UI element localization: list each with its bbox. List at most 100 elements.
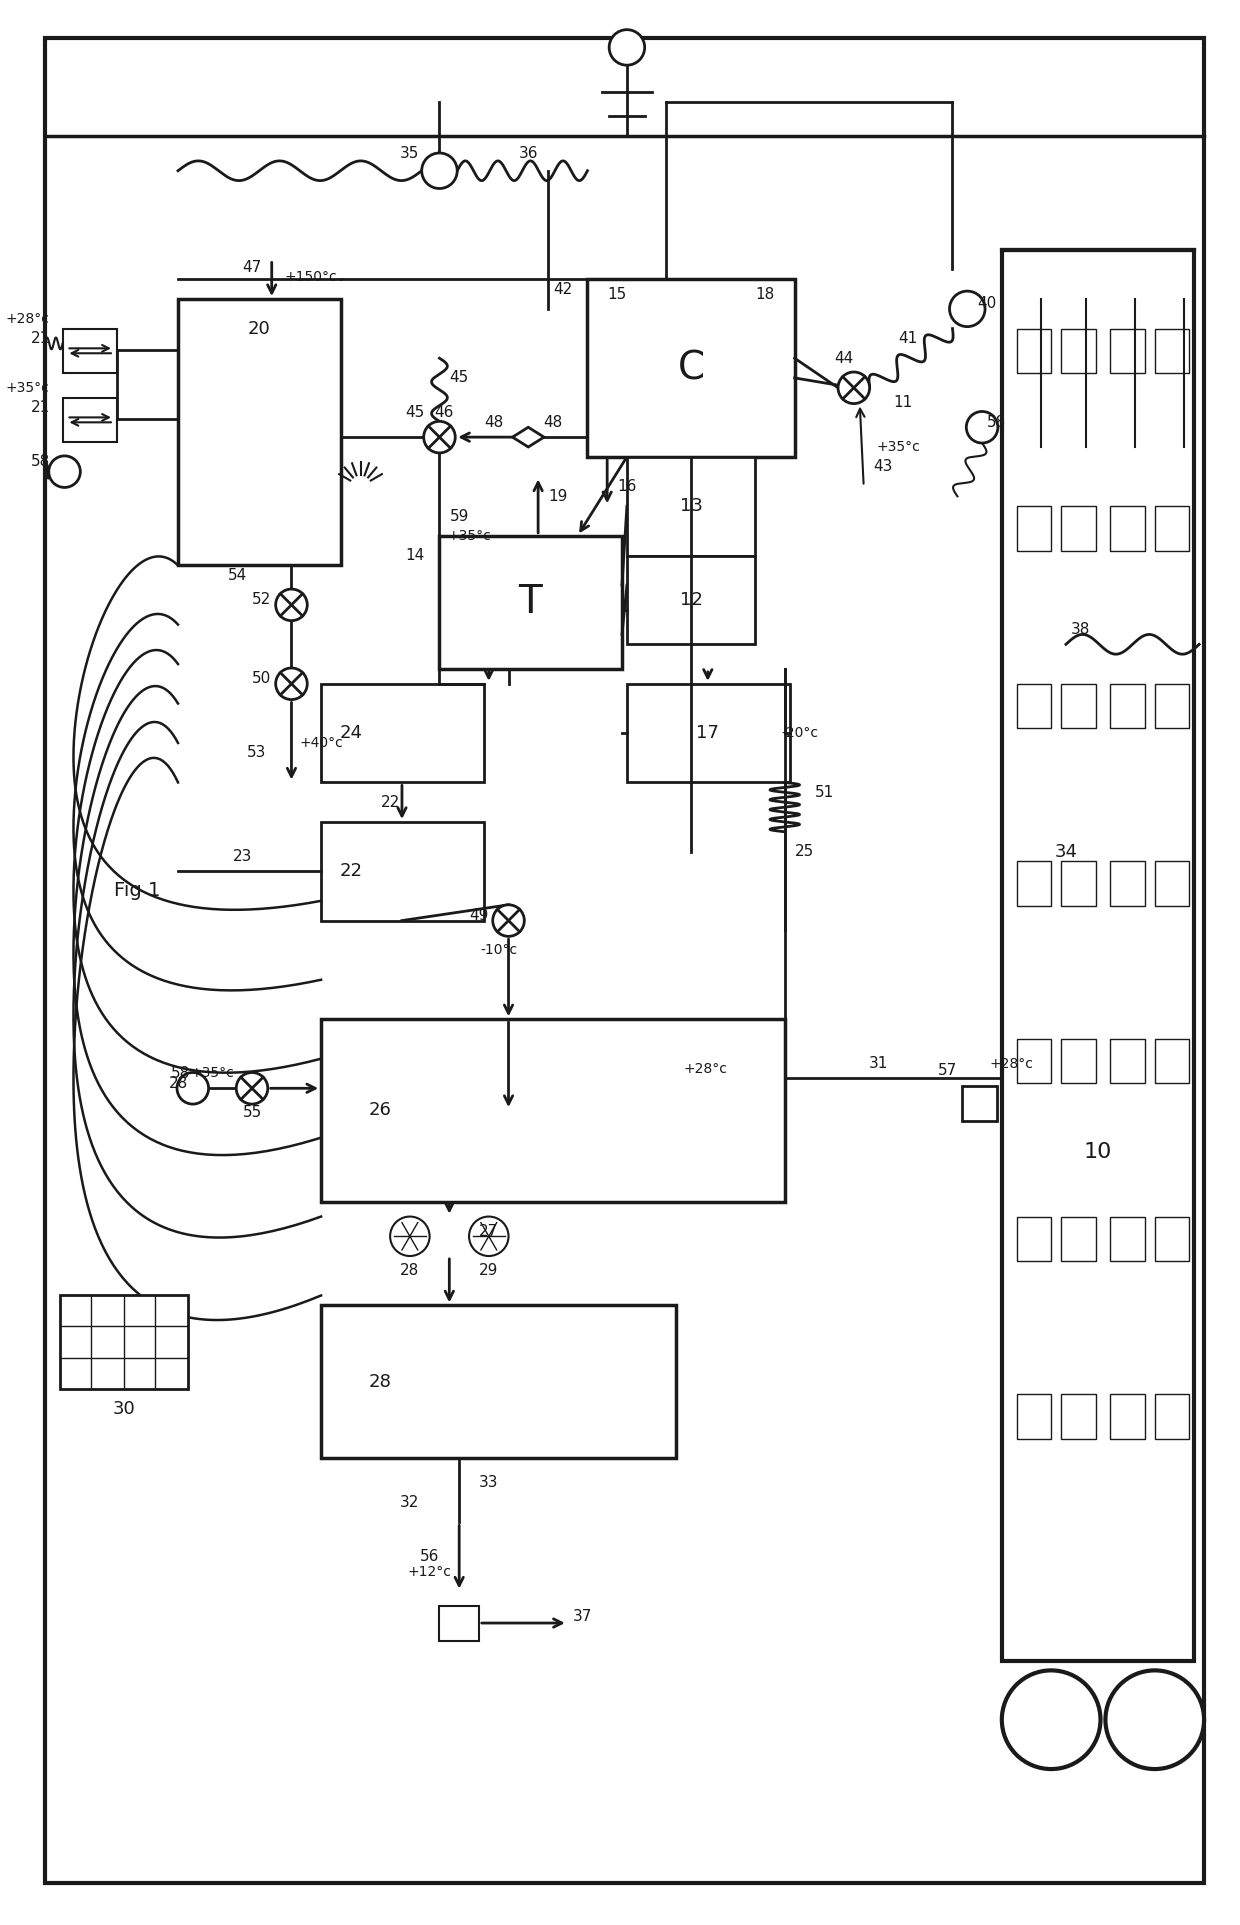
Circle shape (966, 412, 998, 443)
Bar (439, 535, 622, 670)
Text: 17: 17 (697, 724, 719, 743)
Text: 11: 11 (894, 395, 913, 410)
Bar (321, 1018, 785, 1201)
Bar (962, 1086, 997, 1120)
Circle shape (177, 1072, 208, 1105)
Bar (1110, 683, 1145, 728)
Text: +28°c: +28°c (684, 1061, 728, 1076)
Circle shape (236, 1072, 268, 1105)
Text: +35°c: +35°c (6, 381, 50, 395)
Text: +35°c: +35°c (448, 529, 491, 543)
Bar (1017, 329, 1052, 373)
Text: +28°c: +28°c (990, 1057, 1034, 1070)
Bar (588, 279, 795, 456)
Bar (627, 456, 755, 556)
Text: Fig 1: Fig 1 (114, 882, 160, 901)
Text: 31: 31 (869, 1057, 888, 1070)
Text: T: T (518, 583, 542, 622)
Bar (1110, 506, 1145, 551)
Bar (1061, 329, 1096, 373)
Circle shape (275, 668, 308, 699)
Text: 55: 55 (242, 1105, 262, 1120)
Text: 45: 45 (450, 370, 469, 385)
Bar (1061, 1217, 1096, 1261)
Text: 20: 20 (248, 320, 270, 337)
Bar (1061, 506, 1096, 551)
Text: 58: 58 (171, 1066, 191, 1082)
Polygon shape (512, 427, 544, 447)
Text: 38: 38 (1071, 622, 1090, 637)
Bar (1017, 1394, 1052, 1438)
Text: 59: 59 (450, 508, 469, 524)
Text: 49: 49 (469, 909, 489, 924)
Bar (1061, 1040, 1096, 1084)
Text: 56: 56 (420, 1550, 439, 1565)
Text: -20°c: -20°c (781, 726, 818, 739)
Text: 18: 18 (755, 287, 775, 302)
Circle shape (48, 456, 81, 487)
Bar (1154, 683, 1189, 728)
Text: 51: 51 (815, 785, 833, 799)
Text: 52: 52 (252, 593, 272, 608)
Bar (1154, 860, 1189, 907)
Bar (1154, 1040, 1189, 1084)
Circle shape (391, 1217, 429, 1255)
Bar (1017, 683, 1052, 728)
Bar (1110, 329, 1145, 373)
Bar (179, 298, 341, 566)
Text: 28: 28 (169, 1076, 187, 1091)
Circle shape (492, 905, 525, 936)
Text: 19: 19 (548, 489, 568, 504)
Text: 35: 35 (401, 146, 419, 162)
Text: +35°c: +35°c (877, 441, 920, 454)
Circle shape (1002, 1671, 1100, 1769)
Bar (62, 398, 117, 443)
Text: 12: 12 (680, 591, 703, 608)
Bar (1110, 860, 1145, 907)
Bar (1017, 506, 1052, 551)
Text: 16: 16 (618, 479, 636, 495)
Text: 46: 46 (435, 404, 454, 420)
Text: 43: 43 (874, 460, 893, 474)
Text: +35°c: +35°c (191, 1066, 234, 1080)
Bar (1061, 1394, 1096, 1438)
Text: 23: 23 (232, 849, 252, 864)
Text: 28: 28 (368, 1373, 392, 1392)
Circle shape (838, 372, 869, 404)
Text: 36: 36 (518, 146, 538, 162)
Text: 22: 22 (340, 862, 362, 880)
Bar (1154, 506, 1189, 551)
Bar (179, 229, 1066, 1709)
Circle shape (950, 291, 985, 327)
Text: +28°c: +28°c (6, 312, 50, 325)
Circle shape (275, 589, 308, 620)
Bar (321, 683, 484, 782)
Text: 28: 28 (401, 1263, 419, 1278)
Text: 37: 37 (573, 1609, 593, 1623)
Bar (62, 329, 117, 373)
Text: +12°c: +12°c (408, 1565, 451, 1578)
Bar (1017, 860, 1052, 907)
Bar (1154, 329, 1189, 373)
Text: 21: 21 (31, 331, 50, 346)
Text: 44: 44 (835, 350, 853, 366)
Bar (179, 358, 1002, 1709)
Bar (627, 556, 755, 645)
Text: 14: 14 (405, 549, 424, 562)
Circle shape (422, 152, 458, 189)
Text: 24: 24 (340, 724, 362, 743)
Text: 48: 48 (543, 414, 563, 429)
Text: +40°c: +40°c (299, 735, 343, 751)
Text: 41: 41 (899, 331, 918, 346)
Text: 15: 15 (608, 287, 626, 302)
Bar (321, 822, 484, 920)
Text: 26: 26 (368, 1101, 392, 1118)
Text: 54: 54 (228, 568, 247, 583)
Text: C: C (677, 348, 704, 387)
Text: 45: 45 (405, 404, 424, 420)
Text: 57: 57 (937, 1063, 957, 1078)
Text: 50: 50 (252, 672, 272, 687)
Circle shape (469, 1217, 508, 1255)
Bar (1017, 1040, 1052, 1084)
Bar (1061, 683, 1096, 728)
